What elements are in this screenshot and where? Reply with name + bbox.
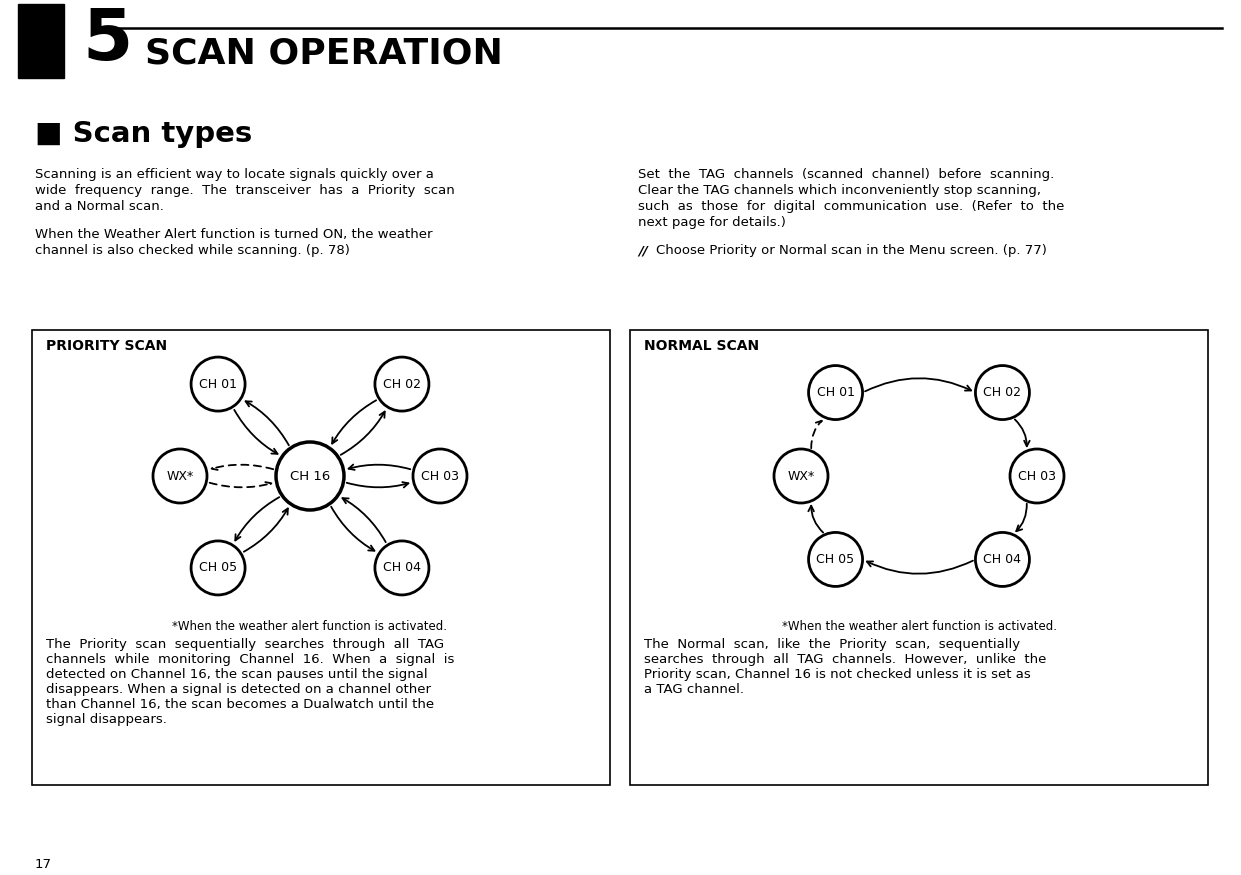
Circle shape — [375, 541, 429, 595]
Circle shape — [375, 357, 429, 411]
Text: NORMAL SCAN: NORMAL SCAN — [644, 339, 759, 353]
Text: Set  the  TAG  channels  (scanned  channel)  before  scanning.: Set the TAG channels (scanned channel) b… — [638, 168, 1055, 181]
Text: SCAN OPERATION: SCAN OPERATION — [145, 36, 503, 70]
Circle shape — [1010, 449, 1064, 503]
Text: Choose Priority or Normal scan in the Menu screen. (p. 77): Choose Priority or Normal scan in the Me… — [656, 244, 1047, 257]
Text: //: // — [638, 244, 648, 257]
Text: Scanning is an efficient way to locate signals quickly over a: Scanning is an efficient way to locate s… — [35, 168, 434, 181]
Text: searches  through  all  TAG  channels.  However,  unlike  the: searches through all TAG channels. Howev… — [644, 653, 1046, 666]
Circle shape — [975, 366, 1030, 419]
Text: CH 04: CH 04 — [383, 562, 421, 574]
Text: 5: 5 — [82, 6, 133, 75]
Text: channels  while  monitoring  Channel  16.  When  a  signal  is: channels while monitoring Channel 16. Wh… — [46, 653, 454, 666]
Bar — [630, 330, 1207, 785]
Text: channel is also checked while scanning. (p. 78): channel is also checked while scanning. … — [35, 244, 350, 257]
Circle shape — [276, 442, 344, 510]
Text: CH 01: CH 01 — [199, 378, 237, 390]
Text: CH 03: CH 03 — [1018, 470, 1056, 482]
Circle shape — [774, 449, 828, 503]
Text: When the Weather Alert function is turned ON, the weather: When the Weather Alert function is turne… — [35, 228, 433, 241]
Text: 17: 17 — [35, 858, 52, 871]
Text: CH 03: CH 03 — [421, 470, 459, 482]
Text: such  as  those  for  digital  communication  use.  (Refer  to  the: such as those for digital communication … — [638, 200, 1065, 213]
Bar — [19, 18, 65, 78]
Text: detected on Channel 16, the scan pauses until the signal: detected on Channel 16, the scan pauses … — [46, 668, 428, 681]
Text: WX*: WX* — [787, 470, 814, 482]
Bar — [32, 330, 611, 785]
Circle shape — [191, 357, 244, 411]
Text: PRIORITY SCAN: PRIORITY SCAN — [46, 339, 168, 353]
Text: CH 05: CH 05 — [817, 553, 855, 566]
Circle shape — [809, 366, 862, 419]
Circle shape — [153, 449, 207, 503]
Text: *When the weather alert function is activated.: *When the weather alert function is acti… — [782, 620, 1056, 633]
Text: disappears. When a signal is detected on a channel other: disappears. When a signal is detected on… — [46, 683, 431, 696]
Text: than Channel 16, the scan becomes a Dualwatch until the: than Channel 16, the scan becomes a Dual… — [46, 698, 434, 711]
Text: The  Priority  scan  sequentially  searches  through  all  TAG: The Priority scan sequentially searches … — [46, 638, 444, 651]
Text: CH 05: CH 05 — [199, 562, 237, 574]
Text: a TAG channel.: a TAG channel. — [644, 683, 745, 696]
Text: CH 01: CH 01 — [817, 386, 855, 399]
Text: CH 02: CH 02 — [983, 386, 1021, 399]
Text: WX*: WX* — [166, 470, 194, 482]
Text: next page for details.): next page for details.) — [638, 216, 786, 229]
Text: *When the weather alert function is activated.: *When the weather alert function is acti… — [172, 620, 448, 633]
Text: signal disappears.: signal disappears. — [46, 713, 166, 726]
Text: The  Normal  scan,  like  the  Priority  scan,  sequentially: The Normal scan, like the Priority scan,… — [644, 638, 1020, 651]
Bar — [19, 4, 65, 18]
Text: ■ Scan types: ■ Scan types — [35, 120, 252, 148]
Text: Clear the TAG channels which inconveniently stop scanning,: Clear the TAG channels which inconvenien… — [638, 184, 1041, 197]
Circle shape — [191, 541, 244, 595]
Circle shape — [809, 533, 862, 586]
Circle shape — [975, 533, 1030, 586]
Text: and a Normal scan.: and a Normal scan. — [35, 200, 164, 213]
Text: wide  frequency  range.  The  transceiver  has  a  Priority  scan: wide frequency range. The transceiver ha… — [35, 184, 454, 197]
Circle shape — [413, 449, 467, 503]
Text: CH 04: CH 04 — [983, 553, 1021, 566]
Text: CH 02: CH 02 — [383, 378, 421, 390]
Text: CH 16: CH 16 — [290, 470, 330, 482]
Text: Priority scan, Channel 16 is not checked unless it is set as: Priority scan, Channel 16 is not checked… — [644, 668, 1031, 681]
